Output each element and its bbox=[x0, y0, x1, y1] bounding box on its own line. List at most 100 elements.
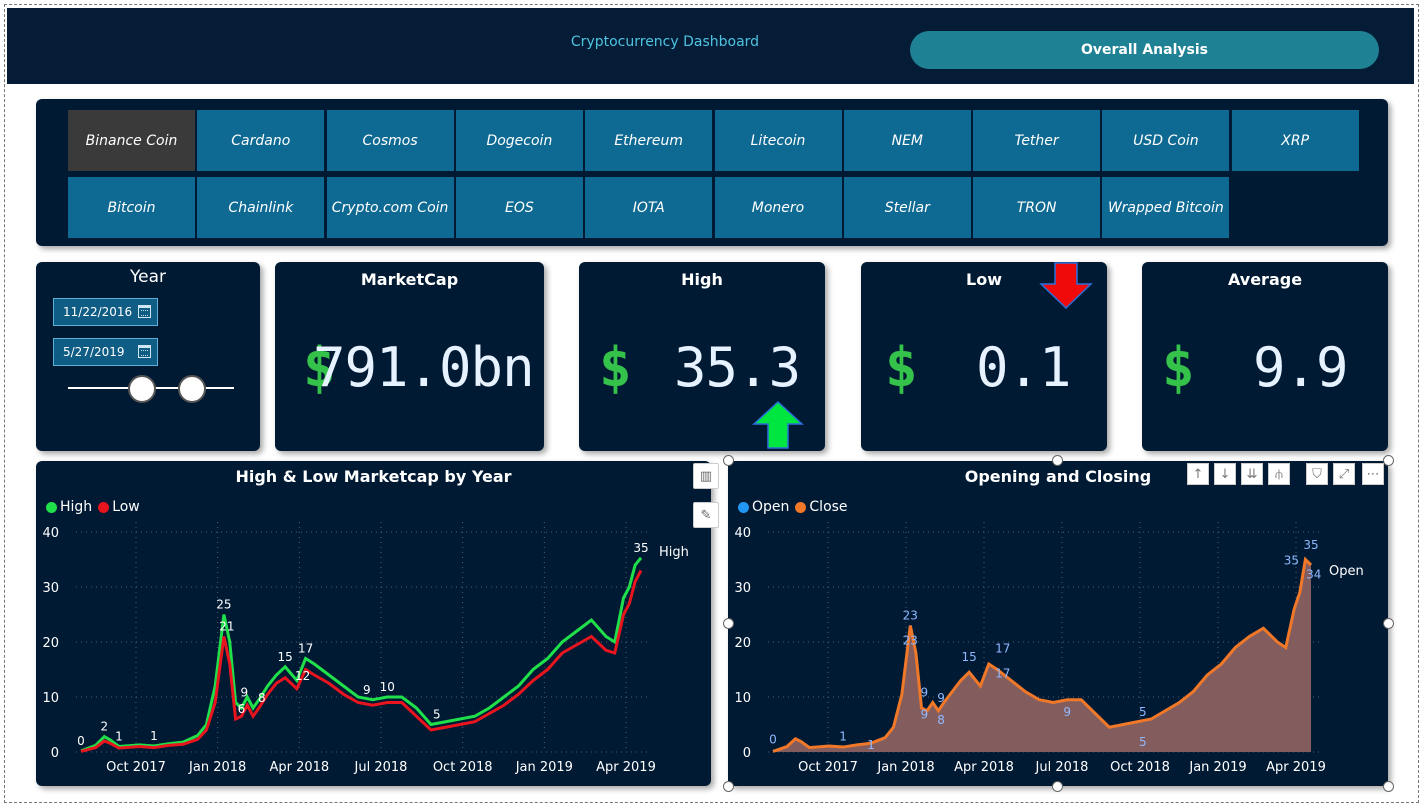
average-value-row: $ 9.9 bbox=[1162, 336, 1349, 399]
low-value: 0.1 bbox=[976, 336, 1072, 399]
end-date-value: 5/27/2019 bbox=[63, 345, 125, 359]
start-date-input[interactable]: 11/22/2016 bbox=[53, 298, 158, 326]
resize-handle[interactable] bbox=[1383, 455, 1394, 466]
data-label: 5 bbox=[1139, 705, 1147, 719]
marketcap-card: MarketCap $ 791.0bn bbox=[275, 262, 544, 451]
coin-monero[interactable]: Monero bbox=[714, 177, 842, 238]
x-tick-label: Apr 2019 bbox=[1266, 760, 1326, 775]
open-close-chart[interactable]: Opening and Closing Open Close 0 10 20 30 40… bbox=[728, 461, 1388, 786]
legend-close[interactable]: Close bbox=[795, 499, 848, 515]
y-tick-label: 10 bbox=[42, 691, 59, 706]
data-label: 15 bbox=[962, 650, 977, 664]
coin-binance-coin[interactable]: Binance Coin bbox=[68, 110, 195, 171]
y-tick-label: 0 bbox=[51, 746, 59, 761]
year-title: Year bbox=[130, 267, 166, 287]
resize-handle[interactable] bbox=[1383, 618, 1394, 629]
data-label: 9 bbox=[920, 686, 928, 700]
resize-handle[interactable] bbox=[1383, 781, 1394, 792]
data-label: 1 bbox=[867, 738, 875, 752]
coin-bitcoin[interactable]: Bitcoin bbox=[68, 177, 195, 238]
x-tick-label: Jul 2018 bbox=[1035, 760, 1089, 775]
dashboard-title-link[interactable]: Cryptocurrency Dashboard bbox=[570, 34, 760, 50]
resize-handle[interactable] bbox=[1052, 455, 1063, 466]
coin-usd-coin[interactable]: USD Coin bbox=[1102, 110, 1230, 171]
drill-up-icon[interactable]: ↑ bbox=[1187, 463, 1209, 485]
x-tick-label: Oct 2018 bbox=[433, 760, 493, 775]
legend-open-label: Open bbox=[752, 499, 790, 515]
coin-tether[interactable]: Tether bbox=[973, 110, 1101, 171]
data-label: 23 bbox=[903, 633, 918, 647]
data-label: 17 bbox=[298, 642, 313, 656]
x-tick-label: Apr 2018 bbox=[269, 760, 329, 775]
resize-handle[interactable] bbox=[723, 781, 734, 792]
coin-eos[interactable]: EOS bbox=[455, 177, 583, 238]
resize-handle[interactable] bbox=[723, 455, 734, 466]
drill-down-icon[interactable]: ↓ bbox=[1214, 463, 1236, 485]
legend-close-label: Close bbox=[809, 499, 848, 515]
y-tick-label: 40 bbox=[42, 526, 59, 541]
data-label: 10 bbox=[380, 680, 395, 694]
coin-litecoin[interactable]: Litecoin bbox=[714, 110, 842, 171]
data-label: 2 bbox=[101, 720, 109, 734]
legend-high-label: High bbox=[60, 499, 93, 515]
overall-analysis-button[interactable]: Overall Analysis bbox=[910, 31, 1379, 69]
calendar-icon[interactable] bbox=[138, 305, 151, 318]
data-label: 23 bbox=[903, 609, 918, 623]
legend-open[interactable]: Open bbox=[738, 499, 789, 515]
x-tick-label: Oct 2017 bbox=[106, 760, 166, 775]
marketcap-title: MarketCap bbox=[360, 270, 459, 289]
coin-wrapped-bitcoin[interactable]: Wrapped Bitcoin bbox=[1102, 177, 1230, 238]
coin-cardano[interactable]: Cardano bbox=[197, 110, 325, 171]
data-label: 15 bbox=[278, 650, 293, 664]
coin-iota[interactable]: IOTA bbox=[585, 177, 713, 238]
expand-next-level-icon[interactable]: ⇊ bbox=[1241, 463, 1263, 485]
data-label: 5 bbox=[433, 708, 441, 722]
more-options-icon[interactable]: ⋯ bbox=[1362, 463, 1384, 485]
coin-tron[interactable]: TRON bbox=[973, 177, 1101, 238]
high-card: High $ 35.3 bbox=[579, 262, 825, 451]
high-title: High bbox=[681, 270, 723, 289]
chart-icon[interactable]: ▥ bbox=[693, 463, 719, 489]
coin-chainlink[interactable]: Chainlink bbox=[197, 177, 325, 238]
data-label: 9 bbox=[241, 686, 249, 700]
average-card: Average $ 9.9 bbox=[1142, 262, 1388, 451]
range-end-handle[interactable] bbox=[178, 375, 206, 403]
data-label: 1 bbox=[150, 729, 158, 743]
coin-cosmos[interactable]: Cosmos bbox=[326, 110, 454, 171]
year-slicer: Year 11/22/2016 5/27/2019 bbox=[36, 262, 260, 451]
resize-handle[interactable] bbox=[723, 618, 734, 629]
focus-mode-icon[interactable]: ⤢ bbox=[1333, 463, 1355, 485]
chart1-legend: High Low bbox=[46, 499, 140, 515]
expand-hierarchy-icon[interactable]: ⫛ bbox=[1268, 463, 1290, 485]
end-date-input[interactable]: 5/27/2019 bbox=[53, 338, 158, 366]
data-label: 34 bbox=[1306, 567, 1321, 581]
coin-stellar[interactable]: Stellar bbox=[843, 177, 971, 238]
coin-ethereum[interactable]: Ethereum bbox=[585, 110, 713, 171]
calendar-icon[interactable] bbox=[138, 345, 151, 358]
y-tick-label: 20 bbox=[734, 636, 751, 651]
high-value-row: $ 35.3 bbox=[599, 336, 801, 399]
format-brush-icon[interactable]: ✎ bbox=[693, 502, 719, 528]
legend-low[interactable]: Low bbox=[98, 499, 140, 515]
legend-low-label: Low bbox=[112, 499, 140, 515]
coin-nem[interactable]: NEM bbox=[843, 110, 971, 171]
resize-handle[interactable] bbox=[1052, 781, 1063, 792]
range-start-handle[interactable] bbox=[128, 375, 156, 403]
filter-icon[interactable]: ⛉ bbox=[1306, 463, 1328, 485]
legend-high[interactable]: High bbox=[46, 499, 92, 515]
y-tick-label: 10 bbox=[734, 691, 751, 706]
coin-dogecoin[interactable]: Dogecoin bbox=[455, 110, 583, 171]
high-value: 35.3 bbox=[674, 336, 801, 399]
coin-crypto-com-coin[interactable]: Crypto.com Coin bbox=[326, 177, 454, 238]
low-currency: $ bbox=[885, 336, 918, 399]
data-label: 35 bbox=[633, 541, 648, 555]
canvas-frame bbox=[4, 4, 1419, 803]
marketcap-currency: $ bbox=[303, 336, 336, 399]
low-card: Low $ 0.1 bbox=[861, 262, 1107, 451]
data-label: 6 bbox=[238, 702, 246, 716]
coin-xrp[interactable]: XRP bbox=[1231, 110, 1359, 171]
data-label: 8 bbox=[258, 691, 266, 705]
